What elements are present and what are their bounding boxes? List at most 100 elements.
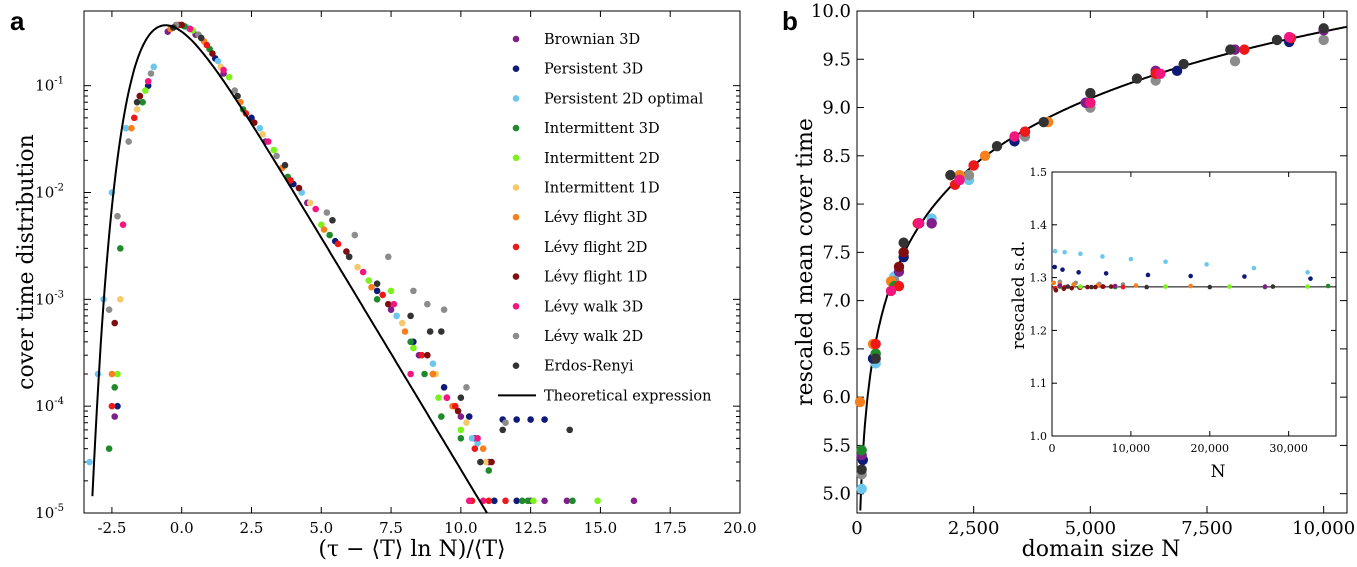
panel-a-data-point [440,306,448,313]
panel-b-data-point [1283,31,1295,43]
inset-series-8 [1057,283,1268,289]
panel-a-ticks: -2.5 0.0 2.5 5.0 7.5 10.0 12.5 15.0 17.5 20.010-5… [35,11,757,537]
panel-a-x-tick-label: 0.0 [170,519,194,537]
legend-label: Lévy flight 3D [544,210,647,226]
panel-a-data-point [457,413,465,420]
panel-a-series-1 [114,25,548,505]
panel-b-data-point [1009,131,1020,142]
inset-y-tick-label: 1.3 [1030,272,1048,285]
panel-b-y-tick-label: 8.0 [822,194,851,215]
panel-b-data-point [1085,97,1096,108]
panel-a-series-11 [133,24,574,466]
inset-data-point [1076,270,1081,275]
panel-a-data-point [373,280,381,288]
legend-label: Lévy flight 2D [544,240,647,256]
panel-a-data-point [518,497,526,505]
legend-label: Intermittent 2D [544,151,660,167]
panel-a-data-point [345,253,353,261]
panel-b-letter: b [782,6,798,36]
inset-data-point [1204,262,1209,267]
legend-marker [512,213,520,221]
panel-b-y-tick-label: 10.0 [811,1,851,22]
panel-a-data-point [429,370,437,378]
legend-marker [512,273,520,280]
panel-a-data-point [527,416,534,423]
panel-a-y-tick-label: 10-5 [35,503,64,522]
panel-a-data-point [569,497,576,505]
panel-a-data-point [231,87,239,94]
panel-a-data-point [306,199,314,207]
panel-a-data-point [317,221,325,228]
inset-data-point [1053,287,1059,293]
inset-data-point [1227,284,1232,289]
inset-data-point [1251,265,1257,271]
panel-a-data-point [133,98,141,106]
panel-a-data-point [530,497,537,505]
panel-a-y-tick-base: 10 [35,504,54,522]
panel-b-data-point [945,169,956,181]
legend-label: Erdos-Renyi [544,359,634,375]
panel-a-data-point [368,283,375,291]
panel-a-data-point [485,467,493,474]
panel-a-points [86,21,638,505]
inset-y-tick-label: 1.5 [1030,166,1048,179]
panel-b-data-point [856,464,867,475]
panel-a-y-tick-base: 10 [35,397,54,415]
inset-data-point [1163,259,1168,265]
panel-a-y-tick-base: 10 [35,77,54,95]
inset-x-axis-title: N [1211,462,1226,482]
legend-entry: Intermittent 2D [512,151,660,167]
inset-data-point [1100,254,1105,259]
inset-y-tick-label: 1.4 [1030,219,1048,232]
panel-a-data-point [426,328,434,335]
panel-a-data-point [474,439,481,447]
panel-b-y-tick-label: 7.5 [822,242,851,263]
panel-b-y-tick-label: 5.0 [822,484,851,505]
inset-x-tick-label: 30,000 [1269,442,1308,455]
panel-a-y-tick-exponent: -5 [54,503,64,514]
legend-label: Brownian 3D [544,32,640,48]
panel-a-data-point [488,458,495,466]
inset-data-point [1120,284,1126,290]
panel-b-y-tick-label: 9.0 [822,98,851,119]
panel-a-y-tick-exponent: -1 [54,76,64,87]
legend-entry: Erdos-Renyi [512,359,634,375]
panel-a-data-point [474,435,481,442]
panel-b-x-tick-label: 10,000 [1292,518,1355,539]
panel-b-y-tick-label: 6.0 [822,387,851,408]
panel-a-data-point [410,344,417,352]
panel-b-data-point [979,150,991,162]
panel-a-y-tick-base: 10 [35,290,54,308]
legend-entry: Theoretical expression [498,388,711,404]
panel-a-data-point [225,73,233,81]
panel-a-y-tick-label: 10-1 [35,76,64,95]
panel-a-y-tick-label: 10-2 [35,183,64,202]
panel-b-data-point [954,174,965,186]
panel-a-data-point [111,413,119,420]
panel-a-legend-box [496,28,728,416]
panel-a-data-point [114,370,121,378]
panel-a-x-tick-label: 15.0 [584,519,617,537]
inset-ticks: 0 10,000 20,000 30,000 1.0 1.1 1.2 1.3 1.4 1.5 [1030,166,1336,455]
panel-a-data-point [256,124,264,132]
inset-data-point [1069,285,1075,291]
panel-a-data-point [513,497,520,505]
panel-a-x-tick-label: 2.5 [240,519,264,537]
panel-a-data-point [116,245,124,252]
panel-a-data-point [329,216,336,224]
inset-data-point [1262,284,1268,289]
panel-a-data-point [108,370,116,378]
panel-a-legend: Brownian 3D Persistent 3D Persistent 2D op… [496,28,728,416]
panel-a-data-point [264,138,272,145]
panel-a-y-tick-label: 10-4 [35,396,64,415]
panel-a-data-point [407,312,414,320]
panel-b-data-point [856,483,867,495]
panel-a-data-point [144,77,152,85]
inset-data-point [1061,286,1067,291]
inset-data-point [1103,271,1109,276]
panel-b-x-tick-label: 5,000 [1065,518,1117,539]
panel-b-y-tick-label: 9.5 [822,49,851,70]
panel-a-data-point [471,445,479,452]
panel-b-y-tick-label: 7.0 [822,291,851,312]
